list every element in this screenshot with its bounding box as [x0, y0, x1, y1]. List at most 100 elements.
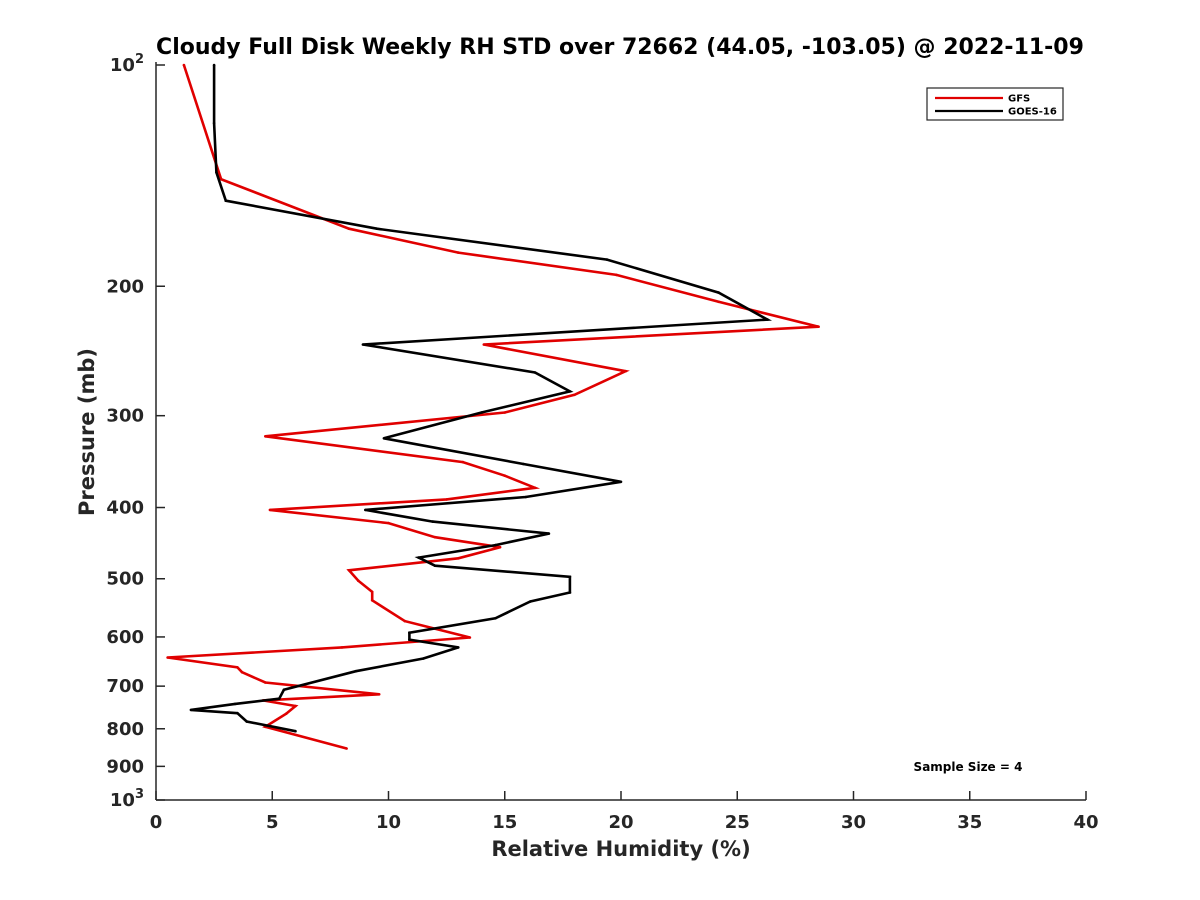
y-tick-base: 10	[110, 55, 135, 76]
data-point-goes-16	[522, 462, 525, 466]
y-tick-exponent: 2	[135, 52, 144, 67]
data-point-goes-16	[236, 711, 239, 715]
data-point-goes-16	[277, 697, 281, 700]
data-point-gfs	[357, 579, 360, 582]
data-point-gfs	[503, 411, 507, 414]
x-ticks: 0 5 10 15 20 25 30 35 40	[150, 791, 1099, 833]
x-tick-label: 20	[608, 812, 633, 833]
legend: GFS GOES-16	[926, 87, 1064, 121]
data-point-goes-16	[568, 575, 572, 579]
y-tick-label: 700	[106, 676, 144, 697]
data-point-goes-16	[480, 411, 483, 414]
data-point-gfs	[433, 535, 437, 539]
data-point-gfs	[482, 343, 486, 346]
data-point-goes-16	[361, 343, 365, 346]
data-point-goes-16	[547, 532, 551, 535]
data-point-gfs	[219, 177, 223, 181]
x-tick-label: 30	[841, 812, 866, 833]
x-tick-label: 0	[150, 812, 163, 833]
data-point-gfs	[340, 646, 344, 649]
data-point-gfs	[533, 486, 537, 490]
series-layer	[166, 63, 820, 750]
data-point-gfs	[457, 557, 460, 560]
data-point-gfs	[403, 619, 407, 623]
data-point-goes-16	[212, 63, 216, 67]
data-point-gfs	[347, 569, 351, 572]
legend-label-gfs: GFS	[1008, 94, 1030, 105]
data-point-goes-16	[294, 729, 297, 733]
data-point-gfs	[498, 545, 502, 549]
data-point-gfs	[268, 508, 272, 512]
data-point-goes-16	[568, 390, 572, 393]
y-tick-label: 200	[106, 276, 144, 297]
data-point-gfs	[345, 747, 348, 750]
data-point-goes-16	[533, 371, 537, 374]
data-point-gfs	[503, 474, 507, 478]
data-point-gfs	[236, 666, 239, 669]
data-point-gfs	[240, 670, 244, 674]
legend-label-goes16: GOES-16	[1008, 107, 1057, 118]
data-point-gfs	[387, 521, 390, 525]
data-point-gfs	[294, 704, 297, 708]
data-point-goes-16	[619, 480, 623, 484]
data-point-goes-16	[605, 258, 609, 261]
data-point-gfs	[377, 693, 381, 696]
data-point-goes-16	[382, 437, 386, 440]
data-point-gfs	[468, 636, 472, 639]
data-point-gfs	[461, 460, 465, 464]
data-point-goes-16	[375, 227, 379, 230]
data-point-goes-16	[212, 121, 216, 125]
x-tick-label: 15	[492, 812, 517, 833]
data-point-gfs	[457, 251, 460, 254]
x-tick-label: 35	[957, 812, 982, 833]
data-point-gfs	[284, 712, 288, 715]
data-point-gfs	[817, 325, 820, 329]
data-point-goes-16	[408, 631, 411, 634]
y-axis-label: Pressure (mb)	[75, 348, 99, 516]
series-line-gfs	[167, 64, 819, 750]
x-tick-label: 5	[266, 812, 279, 833]
data-point-gfs	[264, 435, 267, 438]
data-point-goes-16	[524, 495, 527, 499]
y-tick-label: 400	[106, 498, 144, 519]
data-point-goes-16	[408, 638, 411, 641]
series-line-goes-16	[190, 65, 773, 733]
data-point-gfs	[717, 300, 720, 304]
y-tick-exponent: 3	[135, 787, 144, 802]
data-point-goes-16	[766, 318, 769, 321]
legend-box	[926, 87, 1064, 121]
data-point-gfs	[182, 63, 186, 67]
y-tick-base: 10	[110, 790, 135, 811]
data-point-gfs	[347, 227, 351, 230]
data-point-goes-16	[494, 543, 497, 547]
y-tick-label: 900	[106, 756, 144, 777]
data-point-gfs	[370, 599, 374, 602]
y-tick-label: 300	[106, 406, 144, 427]
data-point-goes-16	[189, 708, 193, 712]
data-point-goes-16	[431, 520, 435, 523]
data-point-goes-16	[417, 556, 421, 559]
y-tick-label: 103	[110, 787, 144, 811]
x-tick-label: 40	[1073, 812, 1098, 833]
data-point-goes-16	[282, 688, 286, 692]
y-tick-label: 500	[106, 569, 144, 590]
data-point-goes-16	[422, 657, 425, 660]
data-point-gfs	[370, 590, 374, 594]
x-tick-label: 25	[725, 812, 750, 833]
data-point-goes-16	[233, 702, 237, 706]
data-point-goes-16	[354, 669, 358, 673]
data-point-goes-16	[529, 600, 532, 603]
axes: 0 5 10 15 20 25 30 35 40 10220030040050060070080…	[106, 52, 1098, 833]
sample-size-annotation: Sample Size = 4	[914, 760, 1023, 774]
data-point-goes-16	[494, 617, 497, 620]
x-tick-label: 10	[376, 812, 401, 833]
chart-title: Cloudy Full Disk Weekly RH STD over 7266…	[156, 35, 1084, 60]
data-point-gfs	[615, 273, 618, 277]
data-point-goes-16	[364, 508, 367, 512]
data-point-gfs	[445, 498, 448, 501]
data-point-gfs	[624, 369, 627, 373]
data-point-goes-16	[568, 591, 572, 594]
data-point-goes-16	[433, 564, 437, 567]
data-point-gfs	[166, 656, 169, 659]
